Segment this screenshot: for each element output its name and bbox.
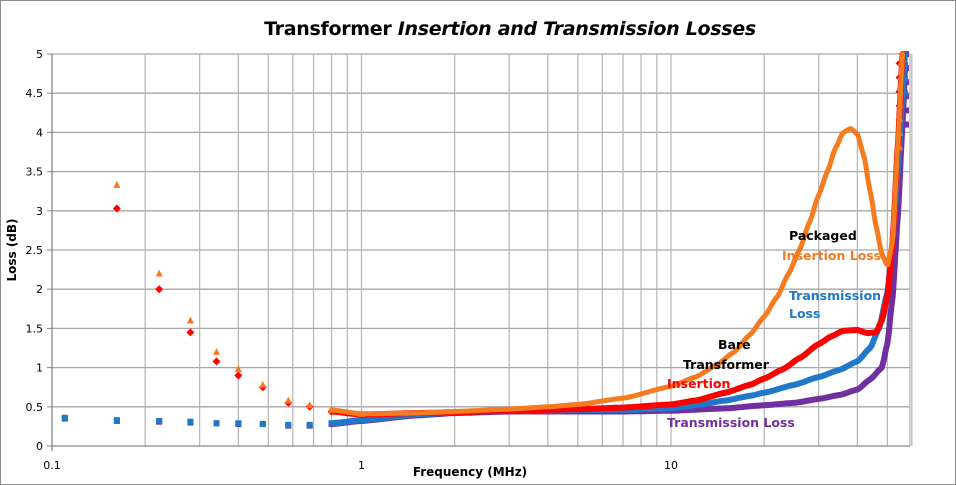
y-tick-label: 3.5: [26, 166, 44, 179]
data-point: [113, 180, 121, 188]
y-tick-label: 5: [36, 48, 43, 61]
series-group: [61, 51, 909, 429]
data-point: [113, 417, 120, 424]
data-point: [259, 380, 267, 388]
x-tick-label: 10: [664, 459, 678, 472]
data-point: [897, 130, 904, 136]
data-point: [897, 74, 904, 80]
y-tick-label: 3: [36, 205, 43, 218]
y-axis-label: Loss (dB): [5, 218, 19, 281]
data-point: [213, 420, 220, 427]
annotation-packaged-insertion-loss: Insertion Loss: [782, 248, 881, 263]
y-tick-label: 2.5: [26, 244, 44, 257]
series-bare-transformer-insertion: [112, 51, 906, 419]
annotation-bare: Bare: [718, 337, 751, 352]
data-point: [284, 396, 292, 404]
data-point: [156, 417, 163, 424]
data-point: [155, 285, 164, 294]
series-packaged-insertion-loss: [113, 51, 906, 417]
data-point: [155, 269, 163, 277]
data-point: [112, 204, 121, 213]
data-point: [904, 79, 909, 86]
y-tick-label: 0: [36, 440, 43, 453]
chart-title: Transformer Insertion and Transmission L…: [0, 18, 956, 40]
data-point: [186, 328, 195, 337]
annotations: Packaged Insertion Loss Transmission Los…: [667, 228, 881, 430]
y-tick-label: 2: [36, 283, 43, 296]
axes: [47, 53, 910, 451]
y-tick-label: 1.5: [26, 322, 44, 335]
annotation-loss: Loss: [789, 306, 820, 321]
data-point: [306, 421, 313, 428]
data-point: [235, 420, 242, 427]
data-point: [186, 316, 194, 324]
data-point: [903, 90, 908, 97]
chart-title-main: Transformer: [264, 18, 392, 40]
data-point: [187, 418, 194, 425]
data-point: [897, 88, 904, 94]
data-point: [306, 401, 314, 409]
data-point: [234, 371, 243, 380]
tick-labels: 0 0.5 1 1.5 2 2.5 3 3.5 4 4.5 5 0.1 1 10: [26, 48, 679, 472]
data-point: [285, 421, 292, 428]
data-point: [903, 76, 908, 83]
x-axis-label: Frequency (MHz): [413, 465, 527, 479]
data-point: [904, 121, 909, 128]
chart-title-italic: Insertion and Transmission Losses: [397, 18, 756, 40]
data-point: [234, 365, 242, 373]
data-point: [897, 102, 904, 108]
series-trace: [329, 51, 906, 417]
data-point: [897, 116, 904, 122]
data-point: [212, 347, 220, 355]
annotation-bare-transmission-loss: Transmission Loss: [667, 415, 795, 430]
data-point: [897, 60, 904, 66]
y-tick-label: 4.5: [26, 87, 44, 100]
annotation-transmission: Transmission: [789, 288, 881, 303]
y-tick-label: 4: [36, 126, 43, 139]
x-tick-label: 0.1: [43, 459, 61, 472]
y-tick-label: 0.5: [26, 401, 44, 414]
y-tick-label: 1: [36, 362, 43, 375]
data-point: [903, 61, 908, 68]
data-point: [904, 93, 909, 100]
data-point: [259, 421, 266, 428]
grid-lines: [52, 53, 913, 446]
annotation-packaged: Packaged: [789, 228, 857, 243]
data-point: [212, 357, 221, 366]
data-point: [897, 145, 904, 151]
annotation-bare-insertion: Insertion: [667, 376, 730, 391]
x-tick-label: 1: [358, 459, 365, 472]
data-point: [904, 107, 909, 114]
annotation-transformer: Transformer: [683, 357, 770, 372]
data-point: [61, 414, 68, 421]
